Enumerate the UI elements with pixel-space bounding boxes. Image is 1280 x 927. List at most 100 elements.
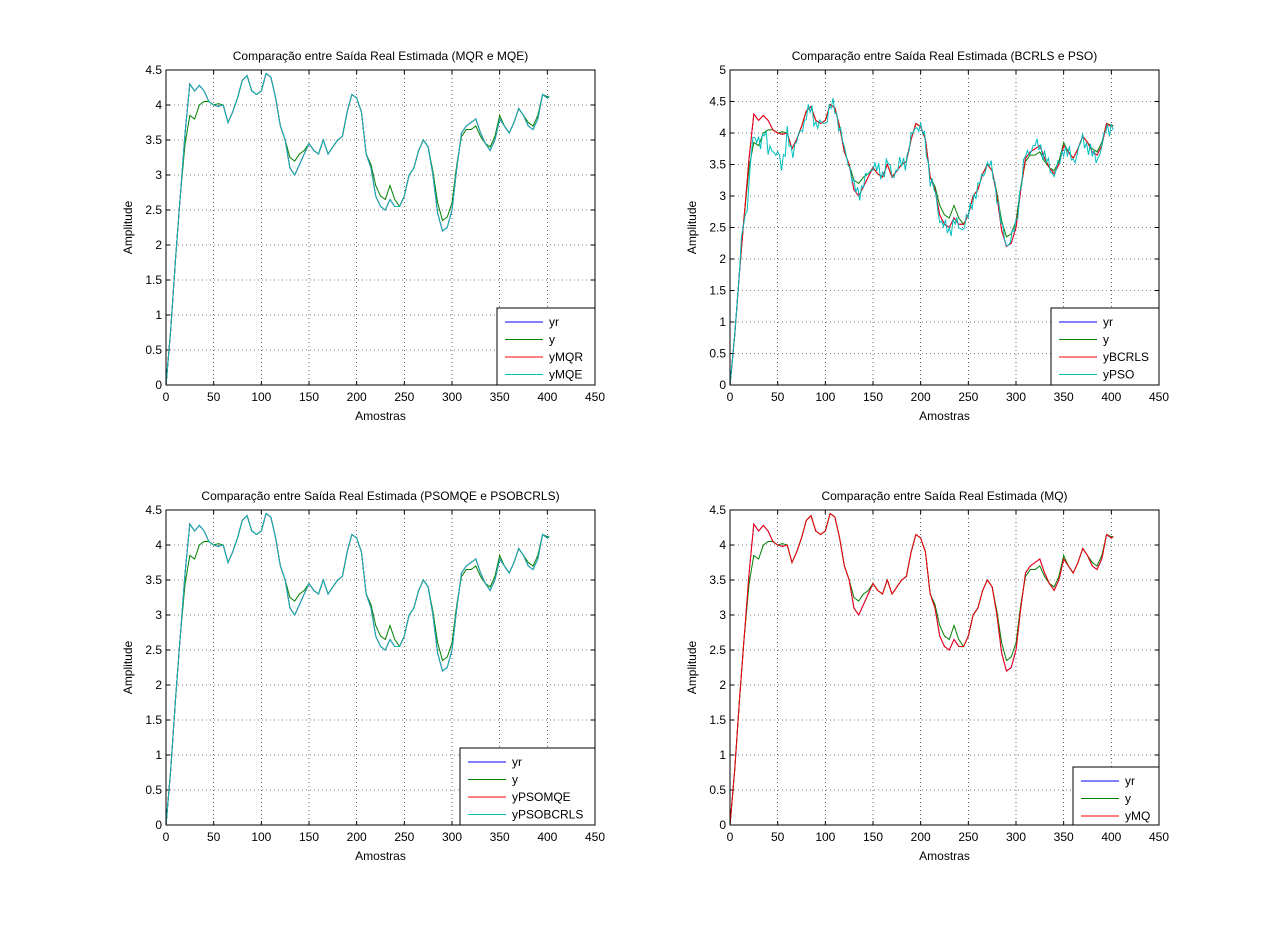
y-axis-label: Amplitude: [685, 641, 699, 695]
legend-box: [1072, 766, 1160, 826]
y-tick-label: 1.5: [709, 284, 726, 298]
y-tick-label: 1.5: [709, 713, 726, 727]
y-tick-label: 3: [155, 608, 162, 622]
y-tick-label: 2.5: [709, 221, 726, 235]
y-tick-label: 0.5: [709, 347, 726, 361]
x-tick-label: 250: [958, 390, 978, 404]
x-tick-label: 150: [299, 830, 319, 844]
legend: yr y yBCRLS yPSO: [1050, 307, 1160, 386]
series-line-yMQ: [730, 512, 1114, 825]
y-tick-label: 0: [719, 818, 726, 832]
legend-label: yr: [1125, 774, 1135, 788]
legend-label: y: [1125, 792, 1131, 806]
x-tick-label: 50: [207, 830, 221, 844]
series-line-yPSOBCRLS: [166, 512, 550, 825]
y-tick-label: 1: [719, 748, 726, 762]
series-line-yPSO: [730, 98, 1114, 385]
chart-title: Comparação entre Saída Real Estimada (MQ…: [821, 489, 1067, 503]
x-tick-label: 350: [1054, 830, 1074, 844]
y-tick-label: 0: [719, 378, 726, 392]
legend-label: yr: [1103, 315, 1113, 329]
y-tick-label: 1.5: [145, 713, 162, 727]
y-tick-label: 4: [719, 538, 726, 552]
y-tick-label: 3: [719, 189, 726, 203]
chart-title: Comparação entre Saída Real Estimada (BC…: [792, 49, 1097, 63]
x-axis-label: Amostras: [355, 849, 406, 863]
y-tick-label: 3.5: [145, 133, 162, 147]
x-tick-label: 0: [727, 830, 734, 844]
legend-label: yMQR: [549, 350, 583, 364]
y-tick-label: 1: [719, 315, 726, 329]
legend-label: yBCRLS: [1103, 350, 1149, 364]
y-tick-label: 2.5: [145, 203, 162, 217]
x-tick-label: 400: [537, 390, 557, 404]
legend-label: y: [1103, 333, 1109, 347]
y-tick-label: 3.5: [709, 158, 726, 172]
y-tick-label: 0.5: [709, 783, 726, 797]
legend-label: yr: [512, 755, 522, 769]
x-tick-label: 200: [347, 390, 367, 404]
legend-label: y: [512, 773, 518, 787]
y-tick-label: 2.5: [709, 643, 726, 657]
x-axis-label: Amostras: [919, 849, 970, 863]
chart-title: Comparação entre Saída Real Estimada (PS…: [201, 489, 559, 503]
chart-psomqe-psobcrls: 0 50 100 150 200 250 300 350 400 450 0 0.5 1 1.5 2 2.5 3…: [121, 489, 605, 863]
legend: yr y yPSOMQE yPSOBCRLS: [459, 747, 596, 826]
chart-bcrls-pso: 0 50 100 150 200 250 300 350 400 450 0 0.5 1 1.5 2 2.5 3…: [685, 49, 1169, 423]
x-tick-label: 100: [251, 830, 271, 844]
y-tick-label: 3: [155, 168, 162, 182]
axes-frame: [729, 69, 1160, 386]
x-tick-label: 450: [585, 830, 605, 844]
legend-box: [1050, 307, 1160, 386]
y-axis-label: Amplitude: [121, 641, 135, 695]
x-tick-label: 0: [163, 390, 170, 404]
legend-label: yPSO: [1103, 368, 1134, 382]
x-tick-label: 450: [1149, 830, 1169, 844]
legend: yr y yMQR yMQE: [496, 307, 596, 386]
legend-label: yr: [549, 315, 559, 329]
x-tick-label: 400: [1101, 830, 1121, 844]
y-tick-label: 0.5: [145, 343, 162, 357]
y-axis-label: Amplitude: [685, 201, 699, 255]
y-tick-label: 2: [155, 238, 162, 252]
y-tick-label: 4: [155, 98, 162, 112]
x-tick-label: 300: [1006, 830, 1026, 844]
y-tick-label: 2.5: [145, 643, 162, 657]
y-tick-label: 3: [719, 608, 726, 622]
y-tick-label: 2: [719, 678, 726, 692]
y-tick-label: 4: [155, 538, 162, 552]
y-tick-label: 4: [719, 126, 726, 140]
y-tick-label: 1.5: [145, 273, 162, 287]
y-tick-label: 4.5: [709, 95, 726, 109]
y-tick-label: 4.5: [145, 503, 162, 517]
x-tick-label: 50: [771, 830, 785, 844]
y-tick-label: 0: [155, 378, 162, 392]
x-tick-label: 150: [299, 390, 319, 404]
legend-label: y: [549, 333, 555, 347]
axes-frame: [729, 509, 1160, 826]
x-tick-label: 250: [394, 390, 414, 404]
axes-frame: [165, 509, 596, 826]
legend-box: [496, 307, 596, 386]
x-tick-label: 300: [1006, 390, 1026, 404]
x-tick-label: 200: [911, 830, 931, 844]
y-tick-label: 5: [719, 63, 726, 77]
x-tick-label: 100: [251, 390, 271, 404]
x-tick-label: 450: [1149, 390, 1169, 404]
x-tick-label: 50: [771, 390, 785, 404]
x-tick-label: 100: [815, 830, 835, 844]
x-tick-label: 100: [815, 390, 835, 404]
y-tick-label: 2: [719, 252, 726, 266]
x-tick-label: 450: [585, 390, 605, 404]
y-tick-label: 1: [155, 748, 162, 762]
x-tick-label: 150: [863, 390, 883, 404]
legend-label: yMQE: [549, 368, 582, 382]
chart-mqr-mqe: 0 50 100 150 200 250 300 350 400 450 0 0.5 1 1.5 2 2.5 3…: [121, 49, 605, 423]
x-tick-label: 250: [394, 830, 414, 844]
y-tick-label: 2: [155, 678, 162, 692]
y-tick-label: 1: [155, 308, 162, 322]
x-tick-label: 350: [490, 390, 510, 404]
y-tick-label: 4.5: [709, 503, 726, 517]
x-tick-label: 200: [911, 390, 931, 404]
